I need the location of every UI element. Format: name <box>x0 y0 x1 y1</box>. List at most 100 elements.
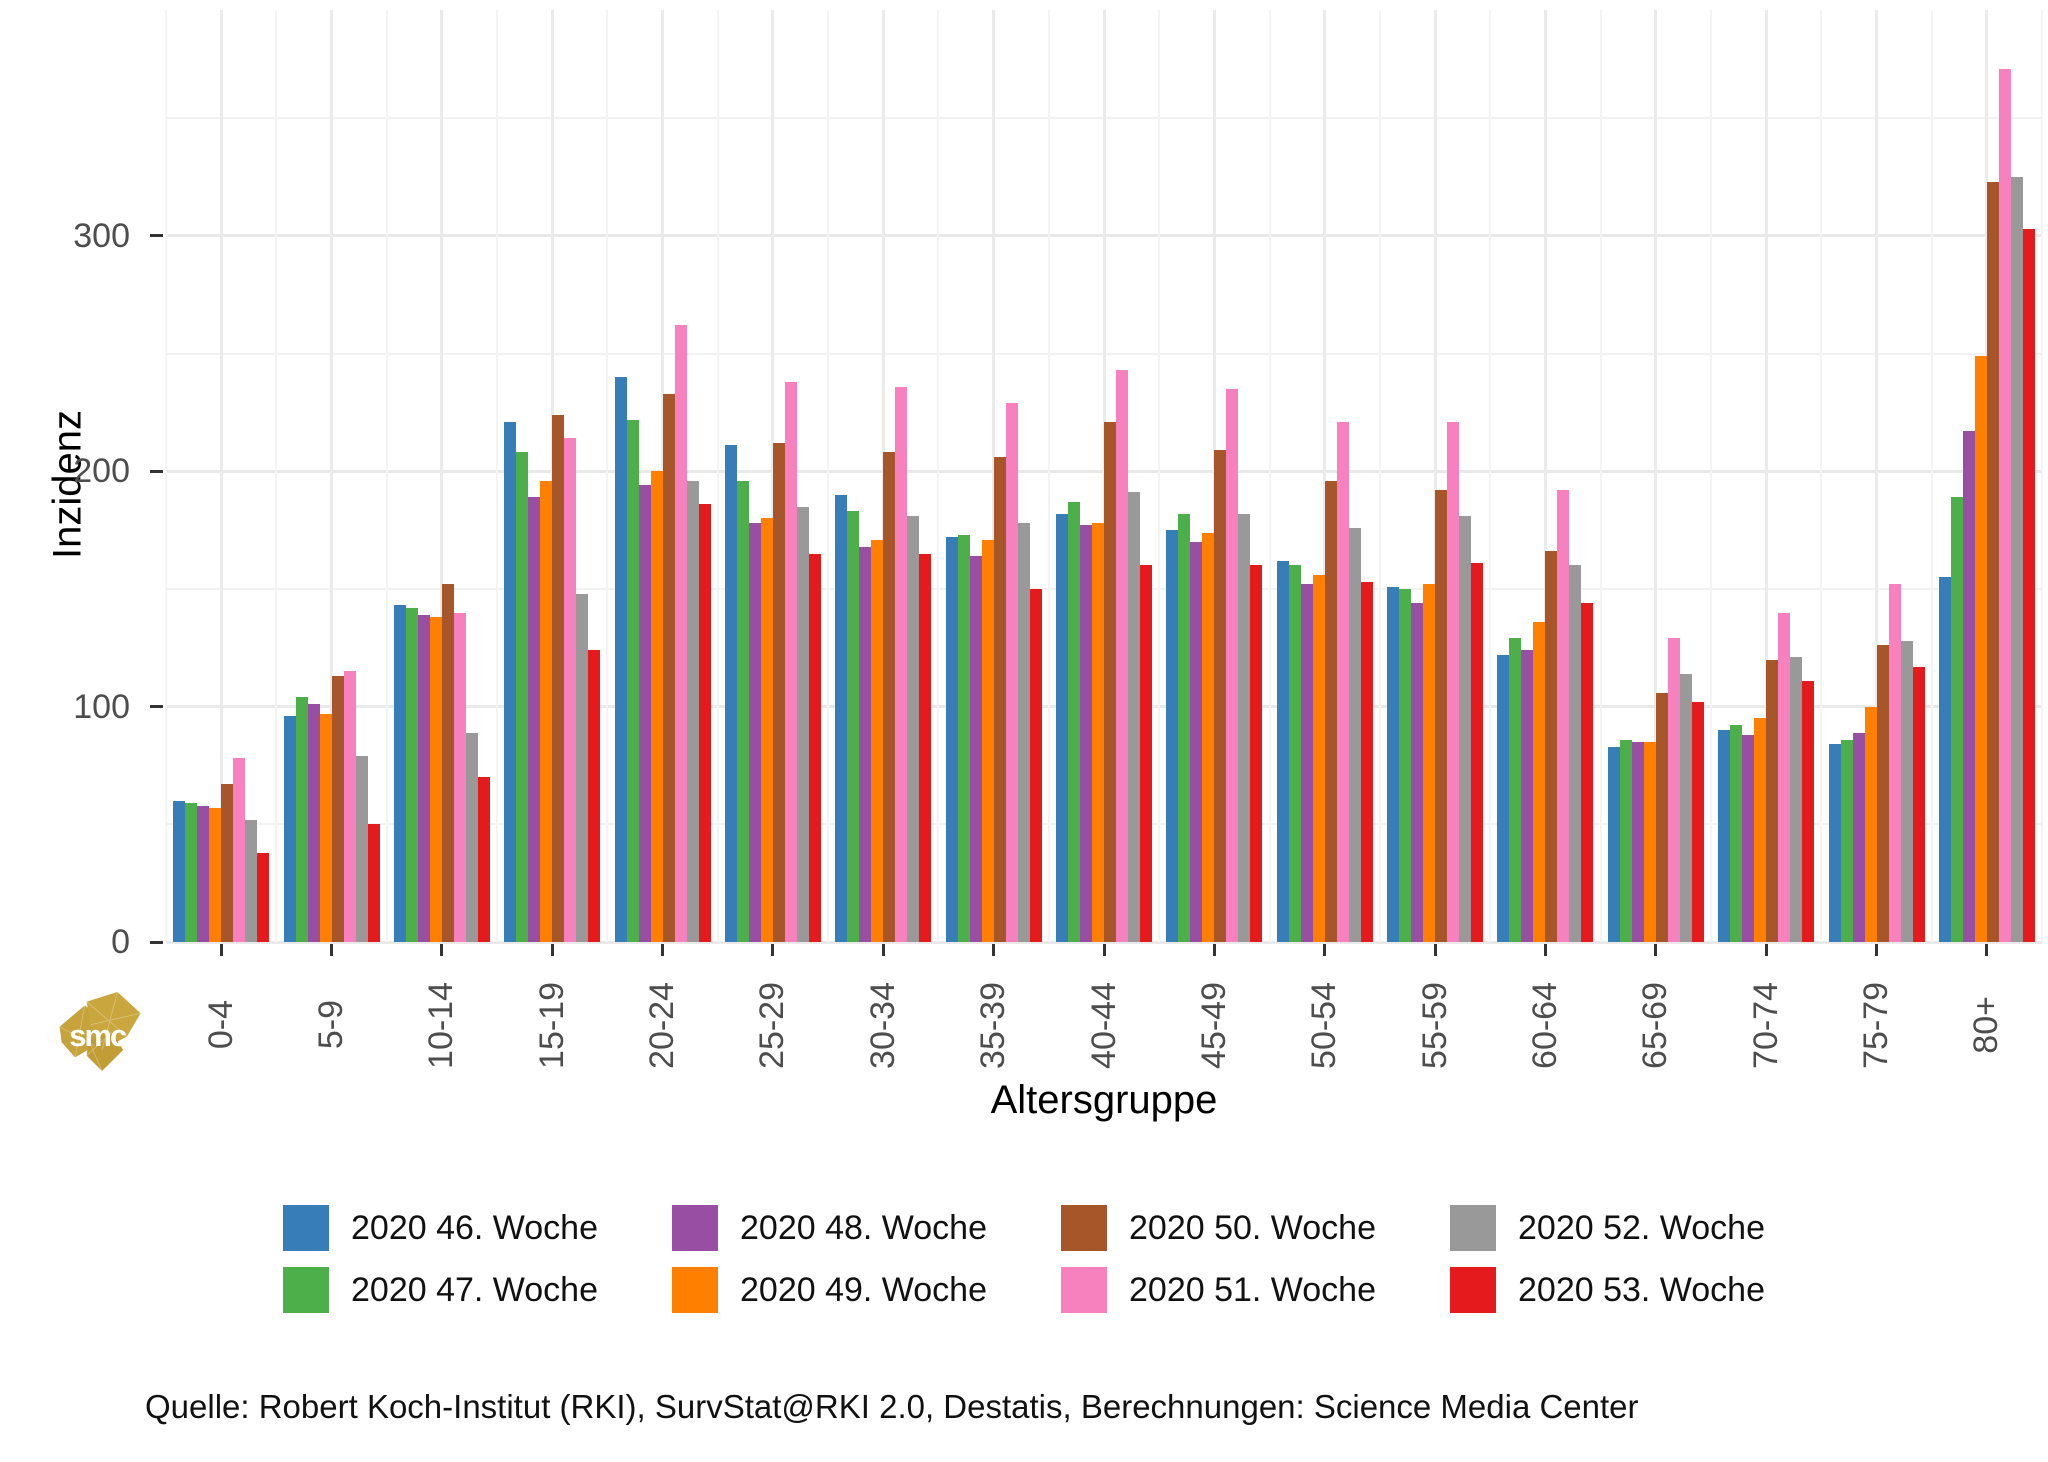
bar <box>1742 734 1755 942</box>
bar <box>871 539 884 942</box>
x-tick-label-text: 25-29 <box>753 981 792 1069</box>
gridline-minor <box>937 10 940 942</box>
x-tick-label-25-29: 25-29 <box>753 960 793 1090</box>
bar <box>1569 565 1582 942</box>
bar <box>674 325 687 942</box>
bar <box>552 414 565 942</box>
x-tick-label-text: 65-69 <box>1636 981 1675 1069</box>
x-tick-mark <box>661 944 665 956</box>
bar <box>847 511 860 942</box>
smc-logo: smc <box>59 991 141 1072</box>
bar-group-35-39 <box>939 10 1049 942</box>
x-tick-mark <box>1433 944 1437 956</box>
bar <box>1471 563 1484 942</box>
x-tick-mark <box>1874 944 1878 956</box>
bar <box>993 457 1006 942</box>
gridline-major <box>219 10 223 942</box>
x-tick-label-50-54: 50-54 <box>1305 960 1345 1090</box>
gridline-minor <box>1268 10 1271 942</box>
bar <box>1852 732 1865 942</box>
legend: 2020 46. Woche 2020 47. Woche 2020 48. Woc… <box>0 1205 2048 1313</box>
legend-label: 2020 51. Woche <box>1129 1270 1376 1309</box>
bar <box>1300 584 1313 942</box>
legend-label: 2020 47. Woche <box>351 1270 598 1309</box>
gridline-minor <box>2041 10 2043 942</box>
plot-area <box>165 10 2043 944</box>
y-tick-mark <box>150 705 163 709</box>
x-tick-label-45-49: 45-49 <box>1194 960 1234 1090</box>
bar <box>981 539 994 942</box>
bar <box>429 617 442 942</box>
bar <box>1238 513 1251 942</box>
bar <box>748 523 761 942</box>
legend-swatch <box>1061 1205 1107 1251</box>
x-tick-label-text: 15-19 <box>532 981 571 1069</box>
bar-group-10-14 <box>387 10 497 942</box>
gridline-major <box>771 10 775 942</box>
bar <box>1104 421 1117 942</box>
bar <box>173 800 186 942</box>
bar <box>367 824 380 942</box>
bar <box>453 612 466 942</box>
gridline-minor <box>1930 10 1933 942</box>
legend-label: 2020 53. Woche <box>1518 1270 1765 1309</box>
gridline-major <box>166 940 2042 944</box>
bar <box>1399 588 1412 942</box>
bar-group-70-74 <box>1711 10 1821 942</box>
x-tick-mark <box>440 944 444 956</box>
gridline-major <box>330 10 334 942</box>
x-tick-label-text: 75-79 <box>1856 981 1895 1069</box>
bar <box>1864 706 1877 942</box>
legend-label: 2020 52. Woche <box>1518 1208 1765 1247</box>
bar <box>355 756 368 942</box>
bar-group-0-4 <box>166 10 276 942</box>
x-tick-label-text: 50-54 <box>1305 981 1344 1069</box>
bar <box>835 494 848 942</box>
bar <box>1140 565 1153 942</box>
bar <box>614 377 627 942</box>
bar <box>221 784 234 942</box>
x-tick-mark <box>1543 944 1547 956</box>
bar <box>1718 730 1731 942</box>
bar-group-45-49 <box>1159 10 1269 942</box>
legend-item: 2020 46. Woche <box>283 1205 598 1251</box>
bar <box>1250 565 1263 942</box>
bar <box>1521 650 1534 942</box>
gridline-major <box>1543 10 1547 942</box>
bar <box>1655 692 1668 942</box>
bar <box>185 803 198 942</box>
bar-group-60-64 <box>1490 10 1600 942</box>
bar <box>1080 525 1093 942</box>
bar <box>319 713 332 942</box>
legend-swatch <box>672 1267 718 1313</box>
bar <box>1068 501 1081 942</box>
bar <box>1643 741 1656 942</box>
x-tick-label-text: 55-59 <box>1415 981 1454 1069</box>
bar <box>197 805 210 942</box>
bar <box>504 421 517 942</box>
x-tick-label-text: 60-64 <box>1525 981 1564 1069</box>
gridline-minor <box>1158 10 1161 942</box>
bar <box>283 716 296 942</box>
legend-item: 2020 47. Woche <box>283 1267 598 1313</box>
bar-group-65-69 <box>1601 10 1711 942</box>
bar <box>1557 490 1570 942</box>
bar <box>1447 421 1460 942</box>
legend-item: 2020 52. Woche <box>1450 1205 1765 1251</box>
x-tick-label-15-19: 15-19 <box>532 960 572 1090</box>
gridline-major <box>1433 10 1437 942</box>
bar <box>1276 560 1289 942</box>
legend-swatch <box>283 1267 329 1313</box>
bar <box>736 480 749 942</box>
bar-group-20-24 <box>607 10 717 942</box>
bar <box>1730 725 1743 942</box>
bar <box>626 419 639 942</box>
bar <box>1056 513 1069 942</box>
legend-swatch <box>1061 1267 1107 1313</box>
bar <box>1938 577 1951 942</box>
bar <box>1900 640 1913 942</box>
bar <box>1888 584 1901 942</box>
gridline-major <box>992 10 996 942</box>
bar <box>1974 355 1987 942</box>
bar <box>343 671 356 942</box>
